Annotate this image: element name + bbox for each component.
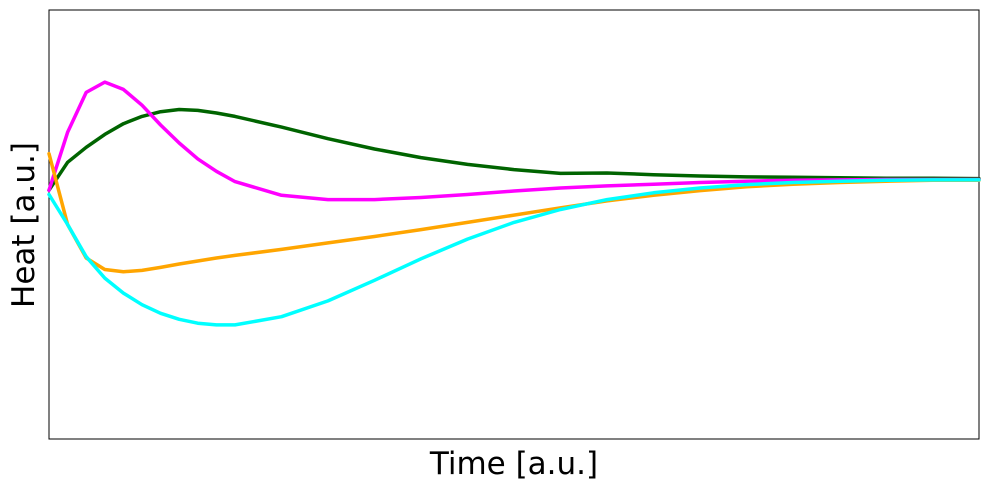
series-line-3 (47, 151, 981, 274)
series-layer (47, 80, 981, 327)
series-line-2 (47, 80, 981, 202)
series-line-1 (47, 107, 981, 192)
y-axis-label: Heat [a.u.] (6, 142, 42, 308)
series-line-4 (47, 178, 981, 327)
x-axis-label: Time [a.u.] (429, 446, 598, 482)
plot-frame (48, 9, 980, 440)
